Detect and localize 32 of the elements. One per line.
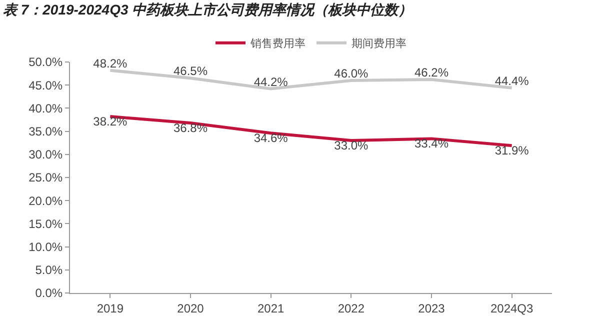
- data-label: 34.6%: [254, 131, 288, 146]
- data-label: 48.2%: [93, 56, 128, 70]
- x-tick-label: 2023: [418, 301, 446, 316]
- y-tick-label: 25.0%: [28, 170, 63, 185]
- data-label: 46.0%: [334, 66, 369, 80]
- y-tick-label: 35.0%: [28, 124, 63, 138]
- data-label: 46.5%: [173, 64, 208, 78]
- x-tick-label: 2019: [96, 301, 124, 316]
- legend-label: 期间费用率: [352, 37, 406, 50]
- data-label: 33.0%: [334, 138, 369, 153]
- legend-label: 销售费用率: [250, 37, 306, 50]
- data-label: 31.9%: [494, 144, 530, 158]
- data-label: 46.2%: [414, 66, 449, 80]
- x-tick-label: 2020: [177, 301, 204, 316]
- data-label: 44.4%: [494, 74, 530, 88]
- data-label: 44.2%: [254, 74, 288, 89]
- y-tick-label: 0.0%: [35, 286, 63, 300]
- y-tick-label: 45.0%: [28, 78, 63, 92]
- x-tick-label: 2024Q3: [490, 301, 534, 316]
- y-tick-label: 40.0%: [28, 101, 63, 116]
- data-label: 33.4%: [414, 136, 449, 151]
- y-tick-label: 15.0%: [28, 216, 63, 231]
- data-label: 38.2%: [93, 114, 128, 129]
- x-tick-label: 2021: [257, 301, 284, 316]
- data-label: 36.8%: [173, 120, 208, 135]
- y-tick-label: 5.0%: [35, 263, 63, 278]
- y-tick-label: 20.0%: [28, 194, 63, 208]
- y-tick-label: 10.0%: [28, 240, 63, 254]
- chart-title: 表 7：2019-2024Q3 中药板块上市公司费用率情况（板块中位数）: [2, 2, 412, 18]
- y-tick-label: 50.0%: [28, 55, 63, 70]
- x-tick-label: 2022: [338, 301, 365, 316]
- y-tick-label: 30.0%: [28, 148, 63, 162]
